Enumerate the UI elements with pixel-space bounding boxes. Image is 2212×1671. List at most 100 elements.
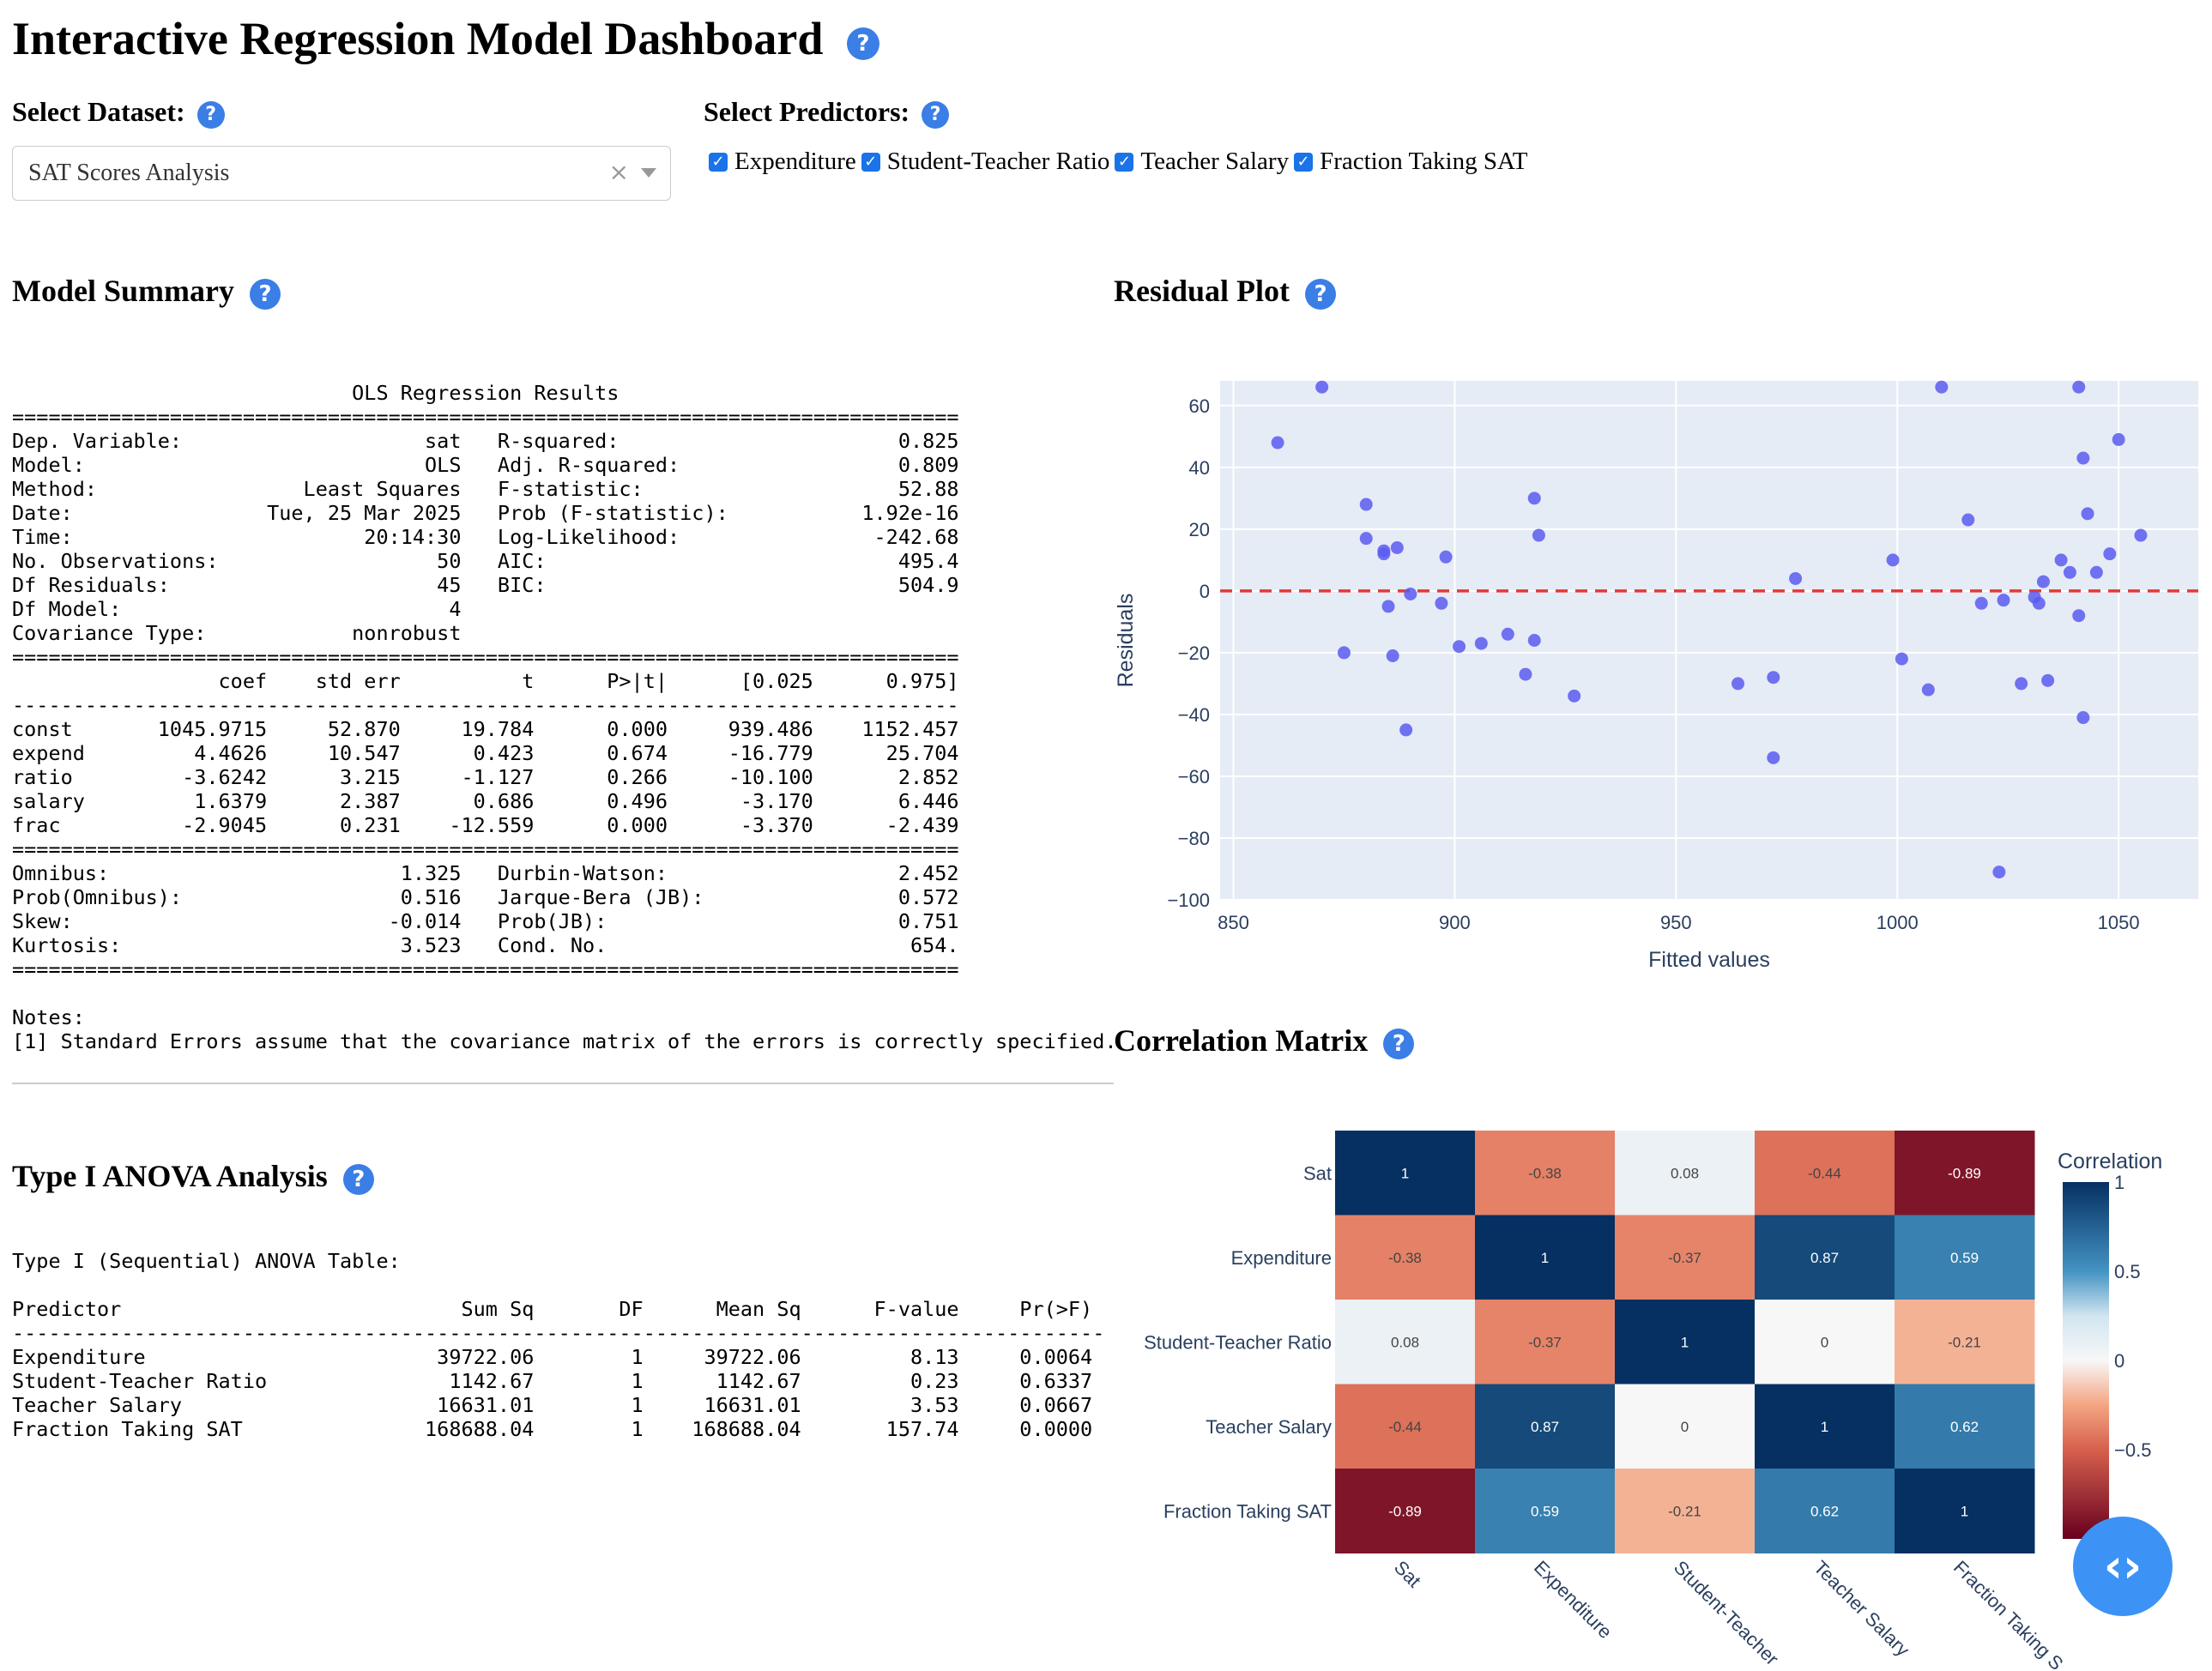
predictor-teacher-salary[interactable]: ✓ Teacher Salary [1115, 148, 1289, 176]
residual-point[interactable] [1732, 677, 1745, 691]
residual-point[interactable] [2032, 596, 2046, 610]
heatmap-cell[interactable] [1475, 1215, 1616, 1300]
heatmap-cell[interactable] [1475, 1131, 1616, 1216]
residual-point[interactable] [2103, 547, 2117, 561]
residual-point[interactable] [1886, 553, 1900, 567]
residual-point[interactable] [1404, 587, 1417, 600]
residual-point[interactable] [1271, 436, 1284, 449]
heatmap-cell[interactable] [1755, 1215, 1895, 1300]
residual-point[interactable] [1386, 649, 1399, 663]
heatmap-cell[interactable] [1615, 1300, 1756, 1384]
residual-point[interactable] [2041, 673, 2055, 687]
heatmap-cell[interactable] [1615, 1384, 1756, 1469]
residual-point[interactable] [2054, 553, 2068, 567]
residual-point[interactable] [2015, 677, 2028, 691]
residual-point[interactable] [1315, 380, 1329, 394]
code-toggle-button[interactable]: ‹› [2073, 1517, 2173, 1616]
residual-point[interactable] [1359, 498, 1373, 511]
residual-point[interactable] [1399, 723, 1413, 737]
heatmap-cell[interactable] [1335, 1131, 1476, 1216]
predictor-expenditure[interactable]: ✓ Expenditure [709, 148, 856, 176]
heatmap-cell[interactable] [1755, 1300, 1895, 1384]
residual-scatter-plot[interactable]: 850 900 950 1000 1050 60 40 20 0 −20 −40 −60 −80 −100… [1114, 360, 2209, 978]
heatmap-cell[interactable] [1335, 1384, 1476, 1469]
predictor-fraction-taking-sat[interactable]: ✓ Fraction Taking SAT [1294, 148, 1527, 176]
residual-point[interactable] [1767, 751, 1780, 764]
residual-point[interactable] [2076, 711, 2090, 725]
cell-value-label: 0.62 [1810, 1503, 1839, 1519]
help-icon[interactable]: ? [196, 100, 225, 129]
residual-point[interactable] [1935, 380, 1949, 394]
residual-point[interactable] [2112, 432, 2125, 446]
checkbox-checked-icon[interactable]: ✓ [1115, 152, 1134, 172]
heatmap-cell[interactable] [1615, 1469, 1756, 1553]
residual-point[interactable] [1390, 540, 1404, 554]
heatmap-cell[interactable] [1335, 1215, 1476, 1300]
residual-point[interactable] [1532, 528, 1545, 542]
help-icon[interactable]: ? [249, 278, 281, 310]
help-icon[interactable]: ? [922, 100, 950, 129]
residual-point[interactable] [1895, 652, 1908, 666]
residual-point[interactable] [1439, 550, 1453, 564]
heatmap-cell[interactable] [1475, 1300, 1616, 1384]
residual-point[interactable] [1381, 600, 1395, 613]
residual-point[interactable] [2072, 380, 2086, 394]
residual-point[interactable] [1961, 513, 1975, 527]
residual-point[interactable] [1519, 667, 1532, 681]
page-title: Interactive Regression Model Dashboard ? [12, 12, 879, 65]
residual-point[interactable] [1377, 544, 1391, 558]
checkbox-checked-icon[interactable]: ✓ [1294, 152, 1314, 172]
heatmap-cell[interactable] [1335, 1300, 1476, 1384]
divider [12, 1083, 1114, 1084]
residual-point[interactable] [1527, 492, 1541, 505]
heatmap-cell[interactable] [1615, 1215, 1756, 1300]
residual-point[interactable] [1789, 571, 1803, 585]
checkbox-checked-icon[interactable]: ✓ [861, 152, 880, 172]
residual-point[interactable] [1992, 866, 2006, 879]
heatmap-cell[interactable] [1895, 1131, 2035, 1216]
residual-point[interactable] [1453, 640, 1466, 654]
residual-point[interactable] [2076, 451, 2090, 465]
heatmap-cell[interactable] [1755, 1131, 1895, 1216]
residual-point[interactable] [1501, 627, 1514, 641]
x-tick-label: 1000 [1877, 912, 1919, 933]
residual-point[interactable] [2063, 565, 2076, 579]
heatmap-cell[interactable] [1895, 1300, 2035, 1384]
dataset-dropdown[interactable]: SAT Scores Analysis × [12, 146, 671, 201]
residual-point[interactable] [1767, 671, 1780, 685]
heatmap-cell[interactable] [1615, 1131, 1756, 1216]
heatmap-cell[interactable] [1755, 1469, 1895, 1553]
help-icon[interactable]: ? [1383, 1028, 1415, 1059]
heatmap-cell[interactable] [1755, 1384, 1895, 1469]
help-icon[interactable]: ? [342, 1163, 374, 1195]
help-icon[interactable]: ? [846, 27, 879, 60]
clear-icon[interactable]: × [608, 158, 629, 186]
residual-point[interactable] [1435, 596, 1448, 610]
correlation-heatmap[interactable]: 1 -0.38 0.08 -0.44 -0.89 Sat -0.38 1 -0.37 0.87 0.… [1114, 1115, 2209, 1671]
heatmap-cell[interactable] [1475, 1469, 1616, 1553]
heatmap-cell[interactable] [1895, 1215, 2035, 1300]
residual-point[interactable] [1568, 689, 1581, 703]
help-icon[interactable]: ? [1305, 278, 1337, 310]
chevron-down-icon[interactable] [641, 168, 656, 178]
residual-point[interactable] [2081, 507, 2094, 521]
residual-point[interactable] [2036, 575, 2050, 588]
checkbox-checked-icon[interactable]: ✓ [709, 152, 728, 172]
heatmap-cell[interactable] [1475, 1384, 1616, 1469]
residual-point[interactable] [1337, 646, 1351, 660]
residual-point[interactable] [2072, 609, 2086, 623]
residual-point[interactable] [1921, 683, 1935, 697]
heatmap-cell[interactable] [1335, 1469, 1476, 1553]
heatmap-cell[interactable] [1895, 1469, 2035, 1553]
residual-point[interactable] [1474, 636, 1488, 650]
cell-value-label: -0.21 [1948, 1334, 1981, 1350]
residual-point[interactable] [1527, 634, 1541, 647]
residual-point[interactable] [1359, 532, 1373, 546]
column-label: Sat [1390, 1556, 1425, 1591]
residual-point[interactable] [2134, 528, 2148, 542]
residual-point[interactable] [1974, 596, 1988, 610]
heatmap-cell[interactable] [1895, 1384, 2035, 1469]
predictor-student-teacher-ratio[interactable]: ✓ Student-Teacher Ratio [861, 148, 1109, 176]
residual-point[interactable] [2089, 565, 2103, 579]
residual-point[interactable] [1997, 594, 2010, 607]
